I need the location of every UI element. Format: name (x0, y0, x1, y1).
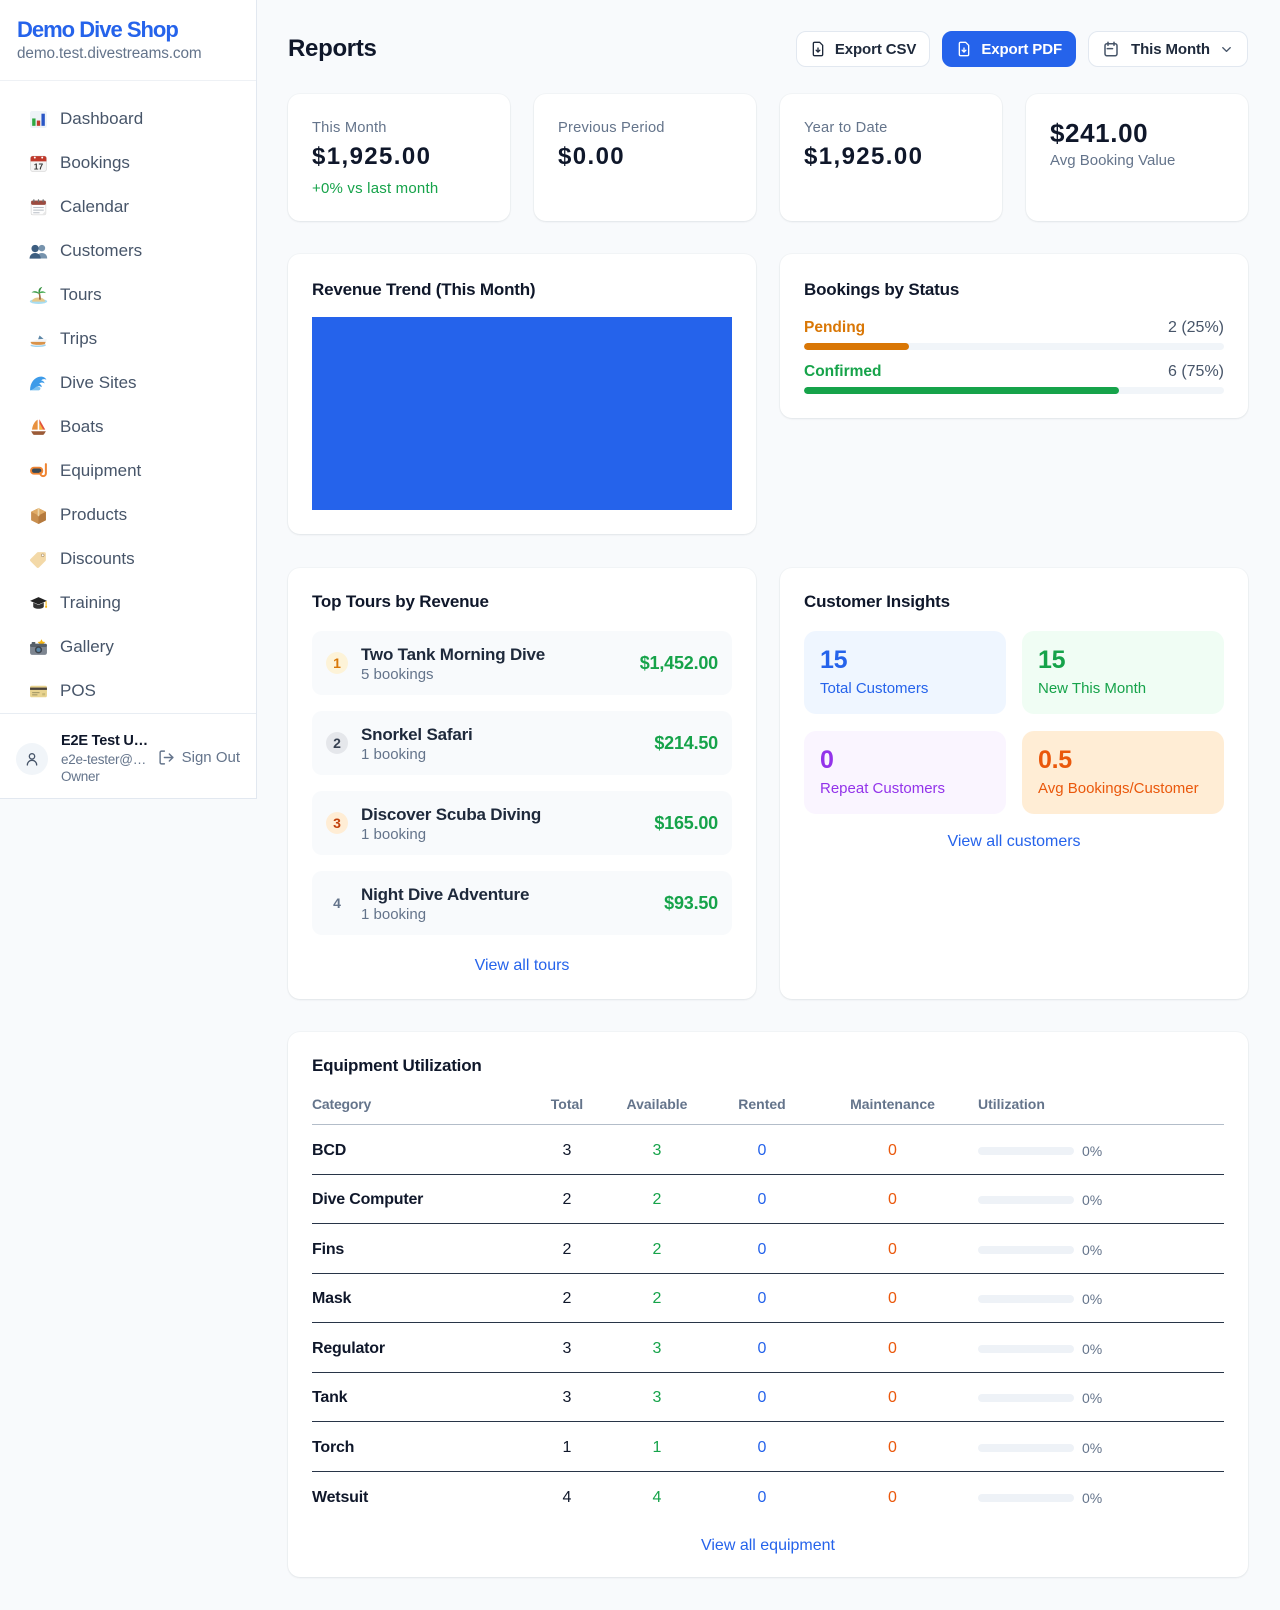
svg-text:17: 17 (34, 161, 44, 171)
